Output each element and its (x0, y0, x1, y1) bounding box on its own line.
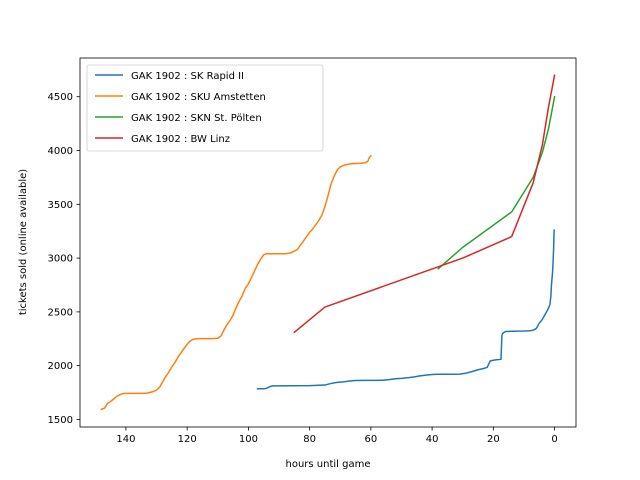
x-tick-label: 80 (303, 434, 316, 445)
y-tick-label: 4000 (48, 146, 73, 157)
series-line-3 (437, 95, 556, 270)
y-tick-label: 2000 (48, 361, 73, 372)
y-tick-label: 4500 (48, 92, 73, 103)
legend-label-2: GAK 1902 : SKU Amstetten (131, 92, 266, 103)
x-axis: 140 120 100 80 60 40 20 0 (116, 427, 558, 445)
series-line-1 (256, 229, 555, 390)
series-layer (100, 74, 556, 411)
x-tick-label: 20 (487, 434, 500, 445)
y-tick-label: 3000 (48, 254, 73, 265)
y-axis: 1500 2000 2500 3000 3500 4000 4500 (48, 92, 80, 426)
y-tick-label: 2500 (48, 307, 73, 318)
x-axis-label: hours until game (286, 459, 371, 470)
legend: GAK 1902 : SK Rapid II GAK 1902 : SKU Ams… (86, 64, 324, 152)
legend-label-3: GAK 1902 : SKN St. Pölten (131, 113, 262, 124)
x-tick-label: 40 (426, 434, 439, 445)
x-tick-label: 140 (116, 434, 135, 445)
legend-box (86, 64, 324, 152)
y-tick-label: 3500 (48, 200, 73, 211)
y-tick-label: 1500 (48, 415, 73, 426)
series-line-4 (293, 74, 556, 334)
x-tick-label: 100 (239, 434, 258, 445)
x-tick-label: 60 (364, 434, 377, 445)
x-tick-label: 0 (551, 434, 557, 445)
legend-label-4: GAK 1902 : BW Linz (131, 134, 230, 145)
plot-frame (79, 57, 577, 428)
x-tick-label: 120 (178, 434, 197, 445)
series-line-2 (100, 154, 372, 411)
legend-label-1: GAK 1902 : SK Rapid II (131, 71, 244, 82)
y-axis-label: tickets sold (online available) (18, 169, 29, 315)
